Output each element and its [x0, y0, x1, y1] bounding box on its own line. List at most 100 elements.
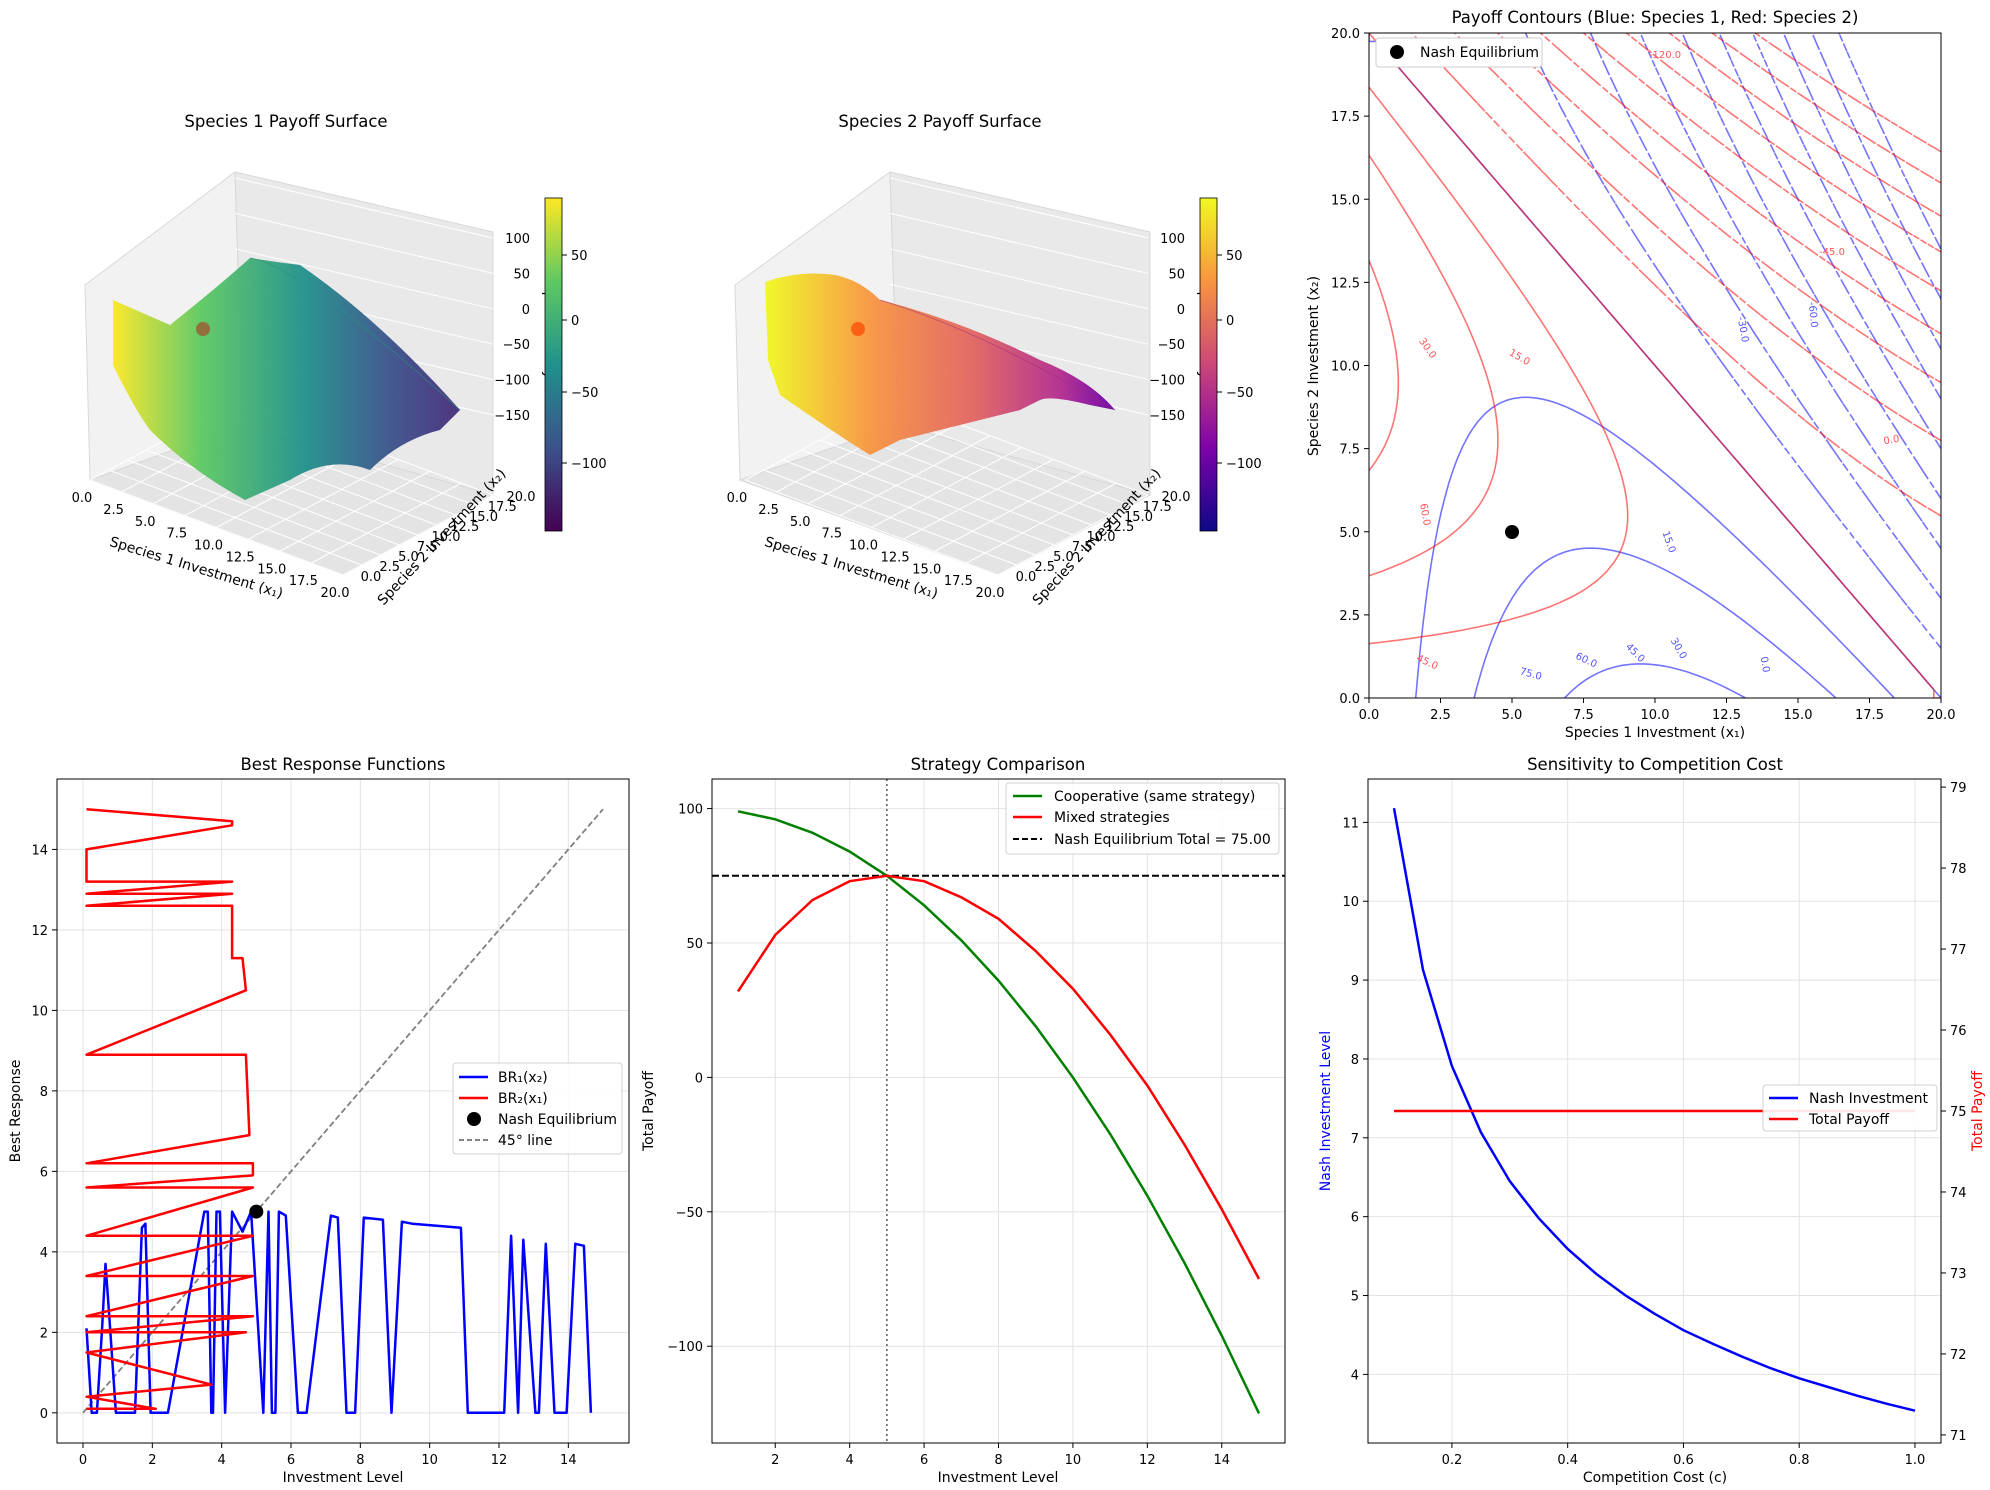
panel1-xtick-label: 2.5 — [103, 503, 124, 518]
panel6-ytick-right-label: 79 — [1950, 781, 1967, 796]
panel1-ztick-label: 100 — [505, 232, 530, 247]
panel4-legend-br1: BR₁(x₂) — [498, 1070, 548, 1086]
panel3-contour-lines: 15.0 30.0 45.0 60.0 75.0 0.0 -30.0 -60.0 15.0 30.… — [1369, 33, 1941, 698]
panel-species2-surface: Species 2 Payoff Surface 0.00.02.52.55.0… — [727, 112, 1262, 609]
panel2-floor-grid — [902, 458, 1054, 540]
panel4-legend: BR₁(x₂) BR₂(x₁) Nash Equilibrium 45° lin… — [452, 1062, 623, 1155]
panel1-ytick-label: 2.5 — [379, 560, 400, 575]
panel6-xtick-label: 0.8 — [1789, 1453, 1810, 1468]
panel3-contour-species2 — [1454, 33, 1941, 442]
panel6-title: Sensitivity to Competition Cost — [1527, 755, 1783, 774]
panel6-legend: Nash Investment Total Payoff — [1762, 1084, 1938, 1132]
panel3-legend-box — [1375, 37, 1543, 68]
panel5-xtick-label: 12 — [1139, 1453, 1156, 1468]
panel3-contour-label: -60.0 — [1806, 301, 1819, 328]
panel1-ytick-label: 10.0 — [432, 530, 461, 545]
panel6-ylabel-right: Total Payoff — [1970, 1071, 1986, 1152]
panel3-contour-label: 60.0 — [1574, 651, 1599, 670]
panel2-xtick-label: 12.5 — [881, 550, 910, 565]
panel3-ytick-label: 7.5 — [1339, 443, 1360, 458]
panel2-xtick-label: 17.5 — [944, 574, 973, 589]
panel3-contour-species1 — [1751, 33, 1941, 400]
panel3-xtick-label: 17.5 — [1855, 708, 1884, 723]
panel1-ytick-label: 7.5 — [417, 540, 438, 555]
panel3-xtick-label: 10.0 — [1641, 708, 1670, 723]
panel-strategy-comparison: Strategy Comparison 2 4 6 8 10 12 14 100 50 0 −50 −… — [641, 755, 1286, 1486]
panel3-xtick-label: 2.5 — [1430, 708, 1451, 723]
panel6-xtick-label: 1.0 — [1905, 1453, 1926, 1468]
panel3-contour-species2 — [1625, 33, 1941, 253]
panel4-ticks: 0 2 4 6 8 10 12 14 0 2 4 6 8 10 12 14 — [31, 843, 576, 1468]
panel6-xlabel: Competition Cost (c) — [1583, 1470, 1727, 1486]
panel5-xtick-label: 4 — [846, 1453, 854, 1468]
panel2-xtick-label: 0.0 — [727, 491, 748, 506]
panel6-ytick-label: 4 — [1351, 1368, 1359, 1383]
panel3-contour-species1 — [1524, 33, 1941, 649]
panel2-colorbar-tick-label: 50 — [1226, 249, 1243, 264]
panel6-line-nash-investment — [1392, 807, 1916, 1412]
panel1-ztick-label: 50 — [513, 267, 530, 282]
panel2-colorbar-tick-label: −50 — [1226, 386, 1253, 401]
panel1-wall-grid — [234, 212, 494, 274]
panel6-ytick-right-label: 75 — [1950, 1105, 1967, 1120]
panel1-ztick-label: −150 — [494, 409, 530, 424]
panel1-ytick-label: 5.0 — [398, 550, 419, 565]
panel1-surface-sheet — [113, 258, 460, 500]
panel6-xtick-label: 0.6 — [1673, 1453, 1694, 1468]
panel2-xtick-label: 20.0 — [976, 586, 1005, 601]
panel4-line-45deg — [82, 808, 604, 1414]
panel3-ytick-label: 0.0 — [1339, 692, 1360, 707]
panel6-ytick-label: 6 — [1351, 1211, 1359, 1226]
panel2-ztick-label: 100 — [1160, 232, 1185, 247]
panel2-axes: 0.00.02.52.55.05.07.57.510.010.012.512.5… — [727, 232, 1191, 601]
panel4-xtick-label: 6 — [287, 1453, 295, 1468]
panel5-lines — [712, 779, 1285, 1443]
panel2-ytick-label: 17.5 — [1143, 500, 1172, 515]
panel2-colorbar-tick-label: 0 — [1226, 314, 1234, 329]
panel1-colorbar-tick-label: 50 — [571, 249, 588, 264]
panel6-ytick-right-label: 71 — [1950, 1429, 1967, 1444]
panel2-ytick-label: 0.0 — [1016, 570, 1037, 585]
panel5-legend-coop: Cooperative (same strategy) — [1054, 789, 1255, 805]
panel3-xtick-label: 0.0 — [1359, 708, 1380, 723]
panel4-ytick-label: 8 — [40, 1085, 48, 1100]
panel3-contour-label: 30.0 — [1416, 336, 1438, 361]
panel5-legend-nash: Nash Equilibrium Total = 75.00 — [1054, 832, 1271, 848]
panel5-grid — [712, 779, 1285, 1443]
panel3-ytick-label: 10.0 — [1331, 360, 1360, 375]
panel3-ytick-label: 5.0 — [1339, 526, 1360, 541]
panel3-contour-species1 — [1473, 547, 1837, 698]
panel1-xtick-label: 15.0 — [257, 562, 286, 577]
panel3-contour-label: 30.0 — [1668, 636, 1689, 661]
panel3-contour-species1 — [1811, 33, 1941, 300]
panel1-colorbar — [544, 197, 563, 532]
panel3-contour-species1 — [1838, 33, 1941, 250]
panel5-line-cooperative — [737, 810, 1261, 1414]
panel4-ytick-label: 0 — [40, 1407, 48, 1422]
panel5-xtick-label: 6 — [920, 1453, 928, 1468]
panel1-ytick-label: 20.0 — [507, 490, 536, 505]
panel3-xtick-label: 15.0 — [1784, 708, 1813, 723]
panel5-xtick-label: 2 — [771, 1453, 779, 1468]
panel-best-response: Best Response Functions 0 2 4 6 8 10 12 14 0 2 4 6 8… — [8, 755, 630, 1486]
panel4-xtick-label: 4 — [218, 1453, 226, 1468]
panel6-legend-nash: Nash Investment — [1809, 1091, 1928, 1107]
panel3-xtick-label: 5.0 — [1502, 708, 1523, 723]
panel2-ytick-label: 5.0 — [1053, 550, 1074, 565]
panel6-xtick-label: 0.2 — [1442, 1453, 1463, 1468]
panel6-ytick-label: 10 — [1342, 895, 1359, 910]
panel3-contour-label: 0.0 — [1883, 434, 1901, 448]
panel-payoff-contours: Payoff Contours (Blue: Species 1, Red: S… — [1306, 8, 1955, 741]
panel3-contour-species2 — [1497, 33, 1941, 384]
panel3-ytick-label: 17.5 — [1331, 110, 1360, 125]
panel3-contour-species2 — [1754, 33, 1941, 153]
panel3-contour-species2 — [1369, 260, 1400, 472]
panel6-ytick-label: 9 — [1351, 974, 1359, 989]
panel3-contour-species2 — [1582, 33, 1941, 292]
panel2-floor-pane — [738, 424, 1152, 576]
panel3-contour-species2 — [1411, 33, 1941, 517]
panel6-ytick-right-label: 76 — [1950, 1024, 1967, 1039]
panel5-ytick-label: 50 — [686, 937, 703, 952]
panel1-xtick-label: 20.0 — [321, 586, 350, 601]
